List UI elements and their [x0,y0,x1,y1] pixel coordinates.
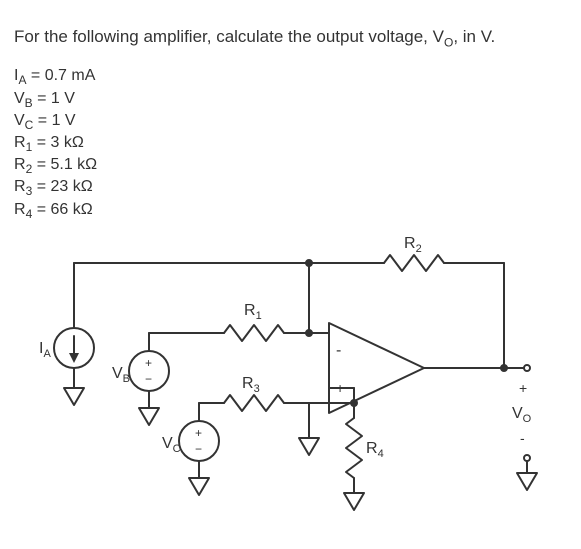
param-R4: R4 = 66 kΩ [14,201,567,221]
label-R2: R2 [404,235,422,255]
param-eq: = 1 V [33,90,75,107]
param-R2: R2 = 5.1 kΩ [14,156,567,176]
param-sym: R [14,201,26,218]
opamp-plus: + [336,380,344,396]
label-R4: R4 [366,440,384,460]
label-R3: R3 [242,375,260,395]
param-R3: R3 = 23 kΩ [14,178,567,198]
parameter-list: IA = 0.7 mA VB = 1 V VC = 1 V R1 = 3 kΩ … [14,67,567,220]
question-tail: , in V. [453,27,495,46]
question-sub: O [444,35,453,49]
param-sym: V [14,112,25,129]
param-sym: R [14,178,26,195]
param-sub: B [25,96,33,110]
param-eq: = 3 kΩ [32,134,84,151]
param-VB: VB = 1 V [14,90,567,110]
param-eq: = 1 V [33,112,75,129]
vc-plus: + [195,426,202,440]
param-sym: R [14,134,26,151]
param-sym: V [14,90,25,107]
vo-minus: - [520,430,525,446]
label-VB: VB [112,365,130,385]
param-eq: = 23 kΩ [32,178,92,195]
param-eq: = 66 kΩ [32,201,92,218]
circuit-diagram: R2 IA + − VB R1 [14,233,567,538]
label-IA: IA [39,340,51,360]
vc-minus: − [195,442,202,456]
param-VC: VC = 1 V [14,112,567,132]
param-eq: = 5.1 kΩ [32,156,97,173]
vo-plus: + [519,380,527,396]
vb-plus: + [145,356,152,370]
opamp-minus: - [336,342,341,359]
label-VC: VC [162,435,181,455]
param-sym: R [14,156,26,173]
label-VO: VO [512,405,532,425]
param-IA: IA = 0.7 mA [14,67,567,87]
label-R1: R1 [244,302,262,322]
vb-minus: − [145,372,152,386]
param-eq: = 0.7 mA [26,67,95,84]
question-text: For the following amplifier, calculate t… [14,27,567,49]
param-R1: R1 = 3 kΩ [14,134,567,154]
question-main: For the following amplifier, calculate t… [14,27,444,46]
